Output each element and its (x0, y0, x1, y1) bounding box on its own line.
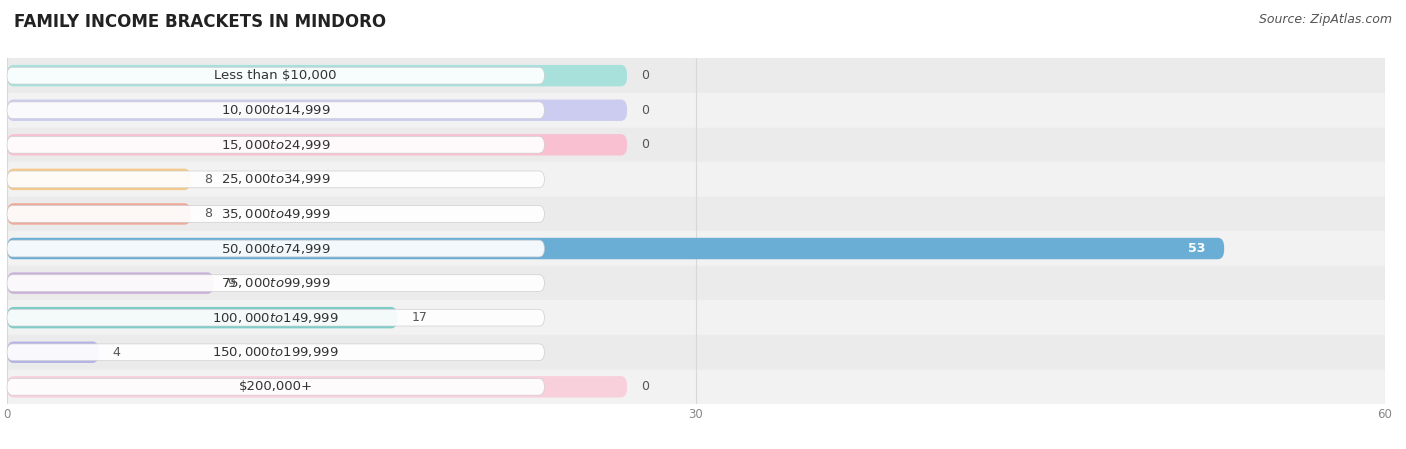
FancyBboxPatch shape (7, 169, 191, 190)
FancyBboxPatch shape (7, 206, 544, 222)
Text: 0: 0 (641, 104, 648, 117)
Text: $75,000 to $99,999: $75,000 to $99,999 (221, 276, 330, 290)
FancyBboxPatch shape (7, 342, 98, 363)
Text: $50,000 to $74,999: $50,000 to $74,999 (221, 242, 330, 255)
Text: $100,000 to $149,999: $100,000 to $149,999 (212, 311, 339, 325)
Text: Source: ZipAtlas.com: Source: ZipAtlas.com (1258, 13, 1392, 26)
Text: 0: 0 (641, 380, 648, 393)
FancyBboxPatch shape (7, 102, 544, 119)
Bar (7, 58, 1385, 93)
Text: $150,000 to $199,999: $150,000 to $199,999 (212, 345, 339, 359)
Text: $15,000 to $24,999: $15,000 to $24,999 (221, 138, 330, 152)
Text: 4: 4 (112, 346, 121, 359)
Text: $200,000+: $200,000+ (239, 380, 312, 393)
Text: 0: 0 (641, 138, 648, 151)
FancyBboxPatch shape (7, 273, 214, 294)
FancyBboxPatch shape (7, 203, 191, 224)
Text: 53: 53 (1188, 242, 1206, 255)
FancyBboxPatch shape (7, 171, 544, 188)
FancyBboxPatch shape (7, 238, 1225, 259)
FancyBboxPatch shape (7, 100, 627, 121)
Text: Less than $10,000: Less than $10,000 (215, 69, 337, 82)
Text: 17: 17 (411, 311, 427, 324)
Bar (7, 93, 1385, 128)
FancyBboxPatch shape (7, 309, 544, 326)
Text: $35,000 to $49,999: $35,000 to $49,999 (221, 207, 330, 221)
FancyBboxPatch shape (7, 275, 544, 291)
FancyBboxPatch shape (7, 379, 544, 395)
Bar (7, 370, 1385, 404)
FancyBboxPatch shape (7, 307, 398, 328)
Bar (7, 162, 1385, 197)
Bar (7, 266, 1385, 300)
Text: $25,000 to $34,999: $25,000 to $34,999 (221, 172, 330, 186)
FancyBboxPatch shape (7, 65, 627, 86)
Text: 8: 8 (204, 207, 212, 220)
Text: 9: 9 (228, 277, 235, 290)
FancyBboxPatch shape (7, 67, 544, 84)
FancyBboxPatch shape (7, 134, 627, 155)
Bar (7, 128, 1385, 162)
FancyBboxPatch shape (7, 240, 544, 257)
Bar (7, 231, 1385, 266)
Bar (7, 197, 1385, 231)
Text: 8: 8 (204, 173, 212, 186)
Text: FAMILY INCOME BRACKETS IN MINDORO: FAMILY INCOME BRACKETS IN MINDORO (14, 13, 387, 31)
FancyBboxPatch shape (7, 344, 544, 361)
Text: 0: 0 (641, 69, 648, 82)
Bar (7, 335, 1385, 370)
FancyBboxPatch shape (7, 136, 544, 153)
FancyBboxPatch shape (7, 376, 627, 397)
Text: $10,000 to $14,999: $10,000 to $14,999 (221, 103, 330, 117)
Bar (7, 300, 1385, 335)
